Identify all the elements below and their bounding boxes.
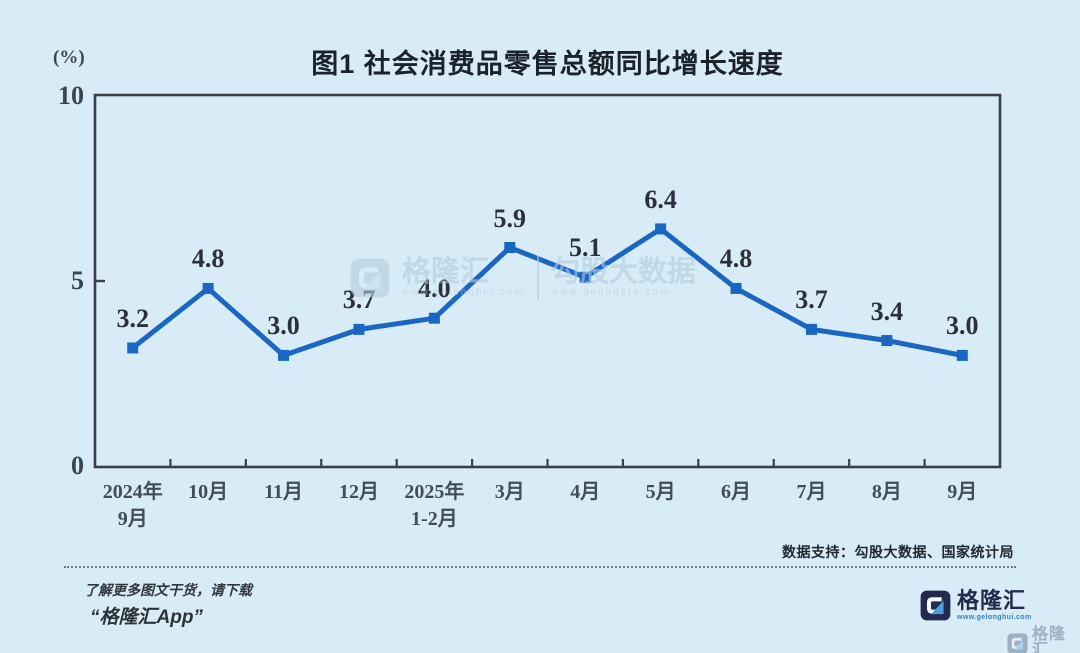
data-point-marker — [805, 323, 817, 335]
x-axis-label: 5月 — [646, 479, 676, 506]
x-axis-label: 6月 — [721, 479, 751, 506]
corner-watermark-text: 格隆汇 — [1032, 626, 1067, 653]
gelonghui-logo-icon — [1007, 632, 1028, 653]
value-label: 3.4 — [870, 296, 904, 326]
x-axis-label: 12月 — [339, 479, 379, 506]
y-tick-label: 0 — [71, 451, 84, 480]
x-axis-label-line: 8月 — [871, 481, 902, 503]
gelonghui-logo-icon — [920, 590, 951, 621]
value-label: 5.1 — [568, 233, 602, 263]
value-label: 4.0 — [418, 274, 451, 304]
x-axis-label: 4月 — [570, 479, 600, 506]
separator-dashed-line — [64, 566, 1016, 568]
y-tick-label: 10 — [58, 81, 84, 110]
value-label: 4.8 — [719, 244, 753, 274]
x-axis-label: 7月 — [796, 479, 826, 506]
data-point-marker — [579, 271, 591, 283]
x-axis-label-line: 7月 — [796, 481, 827, 503]
y-axis-unit-label: (%) — [53, 47, 85, 68]
value-label: 3.0 — [946, 311, 979, 341]
promo-text-line1: 了解更多图文干货，请下载 — [84, 582, 252, 598]
data-point-marker — [881, 335, 893, 347]
x-axis-label-line: 5月 — [645, 481, 676, 503]
x-axis-label-line: 1-2月 — [411, 508, 458, 530]
x-axis-label-line: 2025年 — [404, 481, 465, 503]
gelonghui-g-glyph — [1007, 632, 1028, 653]
value-label: 5.9 — [493, 203, 527, 233]
x-axis-label: 2025年 1-2月 — [404, 479, 464, 533]
x-axis-label-line: 9月 — [947, 481, 978, 503]
value-label: 4.8 — [191, 244, 225, 274]
plot-border — [93, 93, 1002, 469]
gelonghui-corner-watermark: 格隆汇 — [1007, 627, 1080, 653]
x-axis-label-line: 12月 — [338, 481, 379, 503]
promo-text-line2: “格隆汇App” — [90, 607, 203, 628]
logo-brand-url: www.gelonghui.com — [957, 614, 1032, 621]
data-point-marker — [956, 349, 968, 361]
gelonghui-g-glyph — [920, 590, 951, 621]
data-point-marker — [278, 349, 290, 361]
x-axis-label-line: 10月 — [188, 481, 229, 503]
data-line — [131, 226, 963, 358]
x-axis-label: 3月 — [495, 479, 525, 506]
data-point-marker — [655, 223, 667, 235]
value-label: 3.2 — [116, 303, 149, 333]
value-label: 3.7 — [795, 285, 828, 315]
x-axis-label-line: 4月 — [570, 481, 601, 503]
x-axis-label: 8月 — [872, 479, 902, 506]
data-point-marker — [353, 323, 365, 335]
x-axis-label-line: 9月 — [117, 508, 148, 530]
gelonghui-footer-logo: 格隆汇 www.gelonghui.com — [920, 590, 1032, 621]
x-axis-label: 11月 — [264, 479, 303, 506]
data-point-marker — [127, 342, 139, 354]
chart-title: 图1 社会消费品零售总额同比增长速度 — [311, 49, 784, 79]
x-axis-label: 2024年 9月 — [103, 479, 163, 533]
data-source-note: 数据支持：勾股大数据、国家统计局 — [782, 544, 1014, 560]
x-axis-label: 9月 — [947, 479, 977, 506]
x-axis-label-line: 3月 — [494, 481, 525, 503]
x-axis-label: 10月 — [188, 479, 228, 506]
data-point-marker — [202, 282, 214, 294]
value-label: 6.4 — [644, 184, 677, 214]
data-point-marker — [730, 282, 742, 294]
x-axis-label-line: 11月 — [264, 481, 303, 503]
x-axis-label-line: 6月 — [721, 481, 752, 503]
value-label: 3.7 — [342, 285, 376, 315]
data-point-marker — [428, 312, 440, 324]
logo-brand-text: 格隆汇 — [957, 588, 1027, 613]
data-point-marker — [504, 242, 516, 254]
x-axis-label-line: 2024年 — [102, 481, 163, 503]
logo-text-block: 格隆汇 www.gelonghui.com — [957, 588, 1032, 622]
value-label: 3.0 — [267, 311, 300, 341]
y-tick-label: 5 — [71, 266, 84, 295]
